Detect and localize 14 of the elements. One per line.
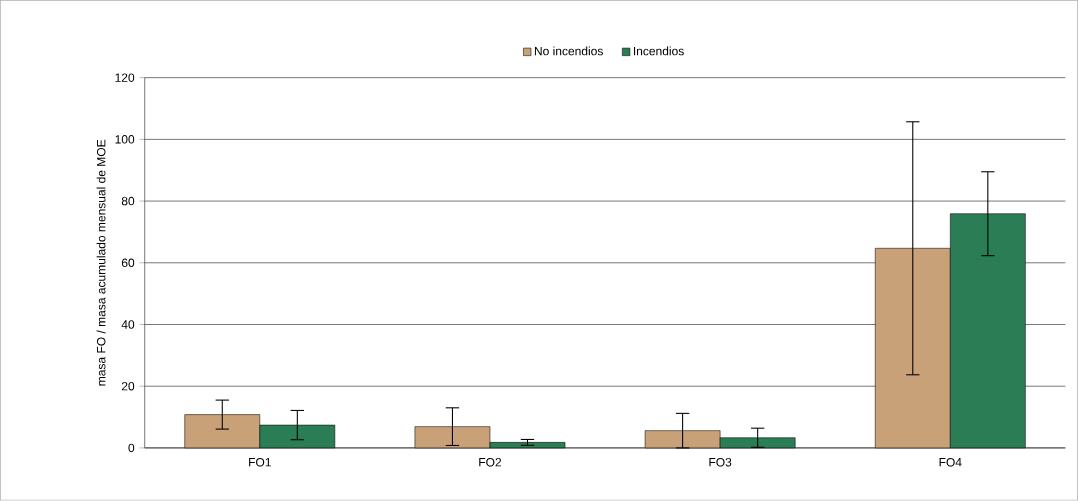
y-tick-label: 120 — [115, 73, 135, 83]
x-tick-label: FO3 — [709, 458, 732, 467]
x-tick-label: FO4 — [939, 458, 962, 467]
legend-label: No incendios — [534, 46, 603, 56]
y-tick-label: 40 — [121, 320, 135, 329]
y-tick-label: 80 — [121, 197, 135, 206]
y-axis-title: masa FO / masa acumulado mensual de MOE — [96, 140, 106, 386]
y-tick-label: 20 — [121, 382, 135, 391]
y-tick-label: 60 — [121, 258, 135, 268]
x-tick-label: FO2 — [479, 458, 502, 467]
x-tick-label: FO1 — [249, 458, 271, 467]
legend-label: Incendios — [633, 46, 684, 56]
y-tick-label: 0 — [128, 443, 135, 453]
y-tick-label: 100 — [115, 135, 135, 144]
